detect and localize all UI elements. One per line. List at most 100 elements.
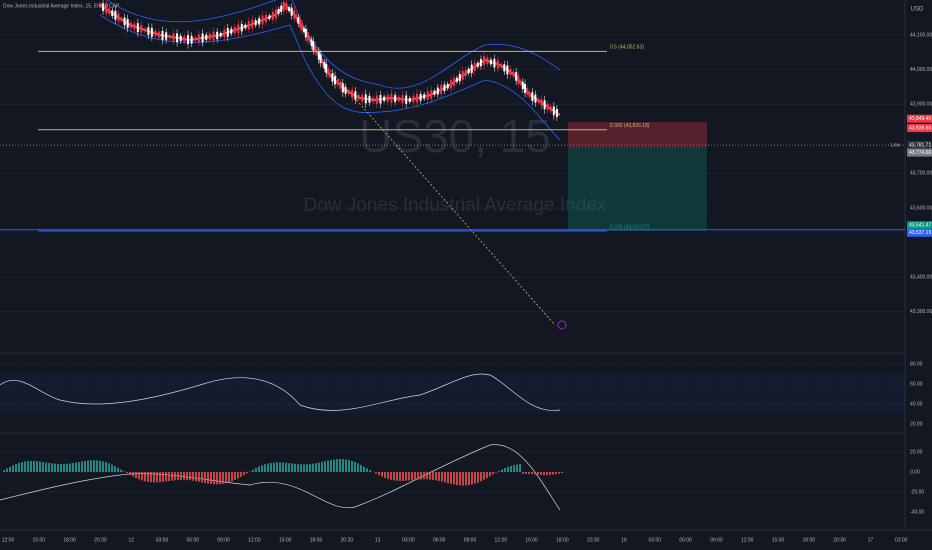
candle-body: [247, 21, 250, 30]
candle-body: [496, 60, 499, 69]
hist-bar: [33, 460, 35, 472]
hist-bar: [522, 472, 524, 474]
candle-body: [401, 95, 404, 104]
hist-bar: [354, 462, 356, 472]
hist-bar: [375, 472, 377, 474]
hist-bar: [198, 472, 200, 482]
candle-body: [187, 35, 190, 45]
candle-body: [244, 24, 247, 29]
candle-body: [503, 64, 506, 72]
hist-bar: [195, 472, 197, 482]
candle-body: [290, 7, 293, 16]
candle-body: [540, 99, 543, 107]
hist-bar: [429, 472, 431, 480]
time-tick-label: 12:00: [741, 537, 754, 543]
hist-bar: [30, 460, 32, 472]
hist-bar: [318, 462, 320, 472]
candle-body: [436, 87, 439, 95]
candle-body: [375, 95, 378, 104]
candle-body: [271, 11, 274, 20]
candle-body: [531, 92, 534, 101]
price-tag-label: 43,774.60: [909, 150, 931, 156]
hist-bar: [390, 472, 392, 480]
hist-bar: [228, 472, 230, 483]
candle-body: [470, 64, 473, 74]
hist-bar: [297, 464, 299, 472]
hist-bar: [87, 460, 89, 472]
candle-body: [301, 23, 304, 31]
hist-bar: [45, 462, 47, 472]
candle-body: [452, 77, 455, 87]
hist-bar: [264, 464, 266, 472]
candle-body: [165, 32, 168, 40]
candle-body: [493, 58, 496, 68]
hist-bar: [444, 472, 446, 483]
hist-bar: [216, 472, 218, 485]
time-tick-label: 06:00: [679, 537, 692, 543]
macd-tick-label: -40.00: [910, 509, 924, 515]
hist-bar: [108, 463, 110, 472]
lower-band: [99, 14, 561, 141]
candle-body: [176, 33, 179, 43]
time-tick-label: 20:30: [833, 537, 846, 543]
hist-bar: [66, 463, 68, 472]
hist-bar: [528, 472, 530, 475]
hist-bar: [171, 472, 173, 481]
candle-body: [216, 31, 219, 40]
hist-bar: [135, 472, 137, 479]
hist-bar: [489, 472, 491, 477]
candle-body: [368, 95, 371, 103]
hist-bar: [186, 472, 188, 481]
hist-bar: [300, 464, 302, 472]
hist-bar: [231, 472, 233, 482]
candle-body: [143, 28, 146, 32]
time-tick-label: 12:00: [495, 537, 508, 543]
hist-bar: [534, 472, 536, 475]
hist-bar: [237, 472, 239, 479]
candle-body: [183, 36, 186, 43]
candle-body: [364, 94, 367, 104]
hist-bar: [414, 472, 416, 480]
time-tick-label: 18:00: [63, 537, 76, 543]
time-tick-label: 03:00: [402, 537, 415, 543]
rsi-tick-label: 40.00: [910, 401, 923, 407]
candle-body: [117, 13, 120, 22]
candle-body: [317, 51, 320, 60]
hist-bar: [276, 462, 278, 472]
hist-bar: [474, 472, 476, 484]
hist-bar: [162, 472, 164, 482]
hist-bar: [411, 472, 413, 481]
hist-bar: [24, 461, 26, 472]
hist-bar: [546, 472, 548, 476]
hist-bar: [369, 470, 371, 472]
time-tick-label: 12:00: [248, 537, 261, 543]
hist-bar: [261, 465, 263, 472]
hist-bar: [462, 472, 464, 486]
candle-body: [555, 108, 558, 117]
hist-bar: [249, 471, 251, 472]
hist-bar: [81, 461, 83, 472]
candle-body: [423, 94, 426, 99]
hist-bar: [483, 472, 485, 480]
hist-bar: [99, 460, 101, 472]
candle-body: [383, 96, 386, 101]
candle-body: [280, 5, 283, 12]
hist-bar: [558, 472, 560, 474]
candle-body: [319, 54, 322, 63]
candle-body: [154, 30, 157, 37]
hist-bar: [363, 466, 365, 472]
hist-bar: [348, 460, 350, 472]
hist-bar: [312, 463, 314, 472]
candle-body: [161, 30, 164, 40]
candle-body: [455, 77, 458, 82]
hist-bar: [513, 465, 515, 472]
candle-body: [458, 74, 461, 82]
candle-body: [325, 63, 328, 73]
candle-body: [479, 59, 482, 67]
hist-bar: [531, 472, 533, 475]
hist-bar: [72, 463, 74, 472]
hist-bar: [561, 472, 563, 474]
candle-body: [201, 33, 204, 43]
